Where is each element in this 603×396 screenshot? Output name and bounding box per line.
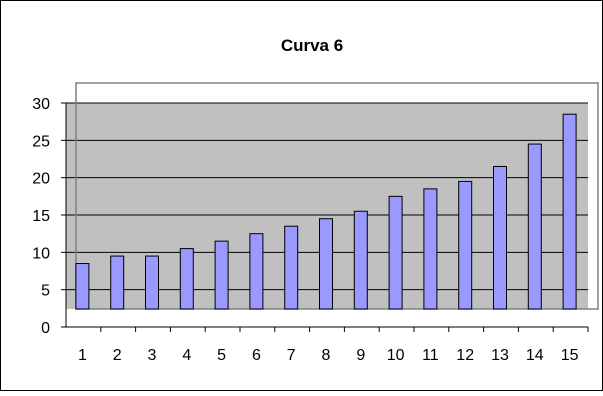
bar bbox=[249, 233, 264, 310]
bar bbox=[319, 218, 333, 310]
y-tick-label: 10 bbox=[32, 245, 50, 262]
x-tick-label: 1 bbox=[78, 347, 87, 364]
x-tick-label: 10 bbox=[387, 347, 405, 364]
bar bbox=[145, 255, 159, 310]
plot-wall-outline bbox=[75, 82, 599, 310]
x-tick-label: 3 bbox=[148, 347, 157, 364]
x-tick-label: 6 bbox=[252, 347, 261, 364]
bar bbox=[458, 180, 473, 310]
bar bbox=[284, 225, 299, 310]
y-tick-label: 5 bbox=[41, 283, 50, 300]
bar bbox=[423, 188, 438, 310]
bar bbox=[110, 255, 125, 310]
y-tick-label: 0 bbox=[41, 320, 50, 337]
bar bbox=[214, 240, 229, 310]
bar bbox=[562, 113, 577, 310]
y-tick-label: 20 bbox=[32, 171, 50, 188]
x-tick-label: 12 bbox=[456, 347, 474, 364]
y-tick-label: 30 bbox=[32, 96, 50, 113]
x-tick-label: 5 bbox=[217, 347, 226, 364]
x-tick-label: 14 bbox=[526, 347, 544, 364]
bar bbox=[75, 263, 90, 310]
x-tick-label: 7 bbox=[287, 347, 296, 364]
x-tick-label: 2 bbox=[113, 347, 122, 364]
y-tick-label: 15 bbox=[32, 208, 50, 225]
x-tick-label: 8 bbox=[322, 347, 331, 364]
x-tick-label: 13 bbox=[491, 347, 509, 364]
x-tick-label: 15 bbox=[561, 347, 579, 364]
chart-title: Curva 6 bbox=[281, 36, 343, 55]
bar bbox=[388, 195, 403, 310]
x-tick-label: 9 bbox=[356, 347, 365, 364]
bar bbox=[493, 165, 507, 310]
bar bbox=[527, 143, 542, 310]
bar bbox=[179, 248, 194, 310]
y-tick-label: 25 bbox=[32, 133, 50, 150]
bar bbox=[353, 210, 368, 310]
x-tick-label: 11 bbox=[422, 347, 439, 364]
x-tick-label: 4 bbox=[182, 347, 191, 364]
